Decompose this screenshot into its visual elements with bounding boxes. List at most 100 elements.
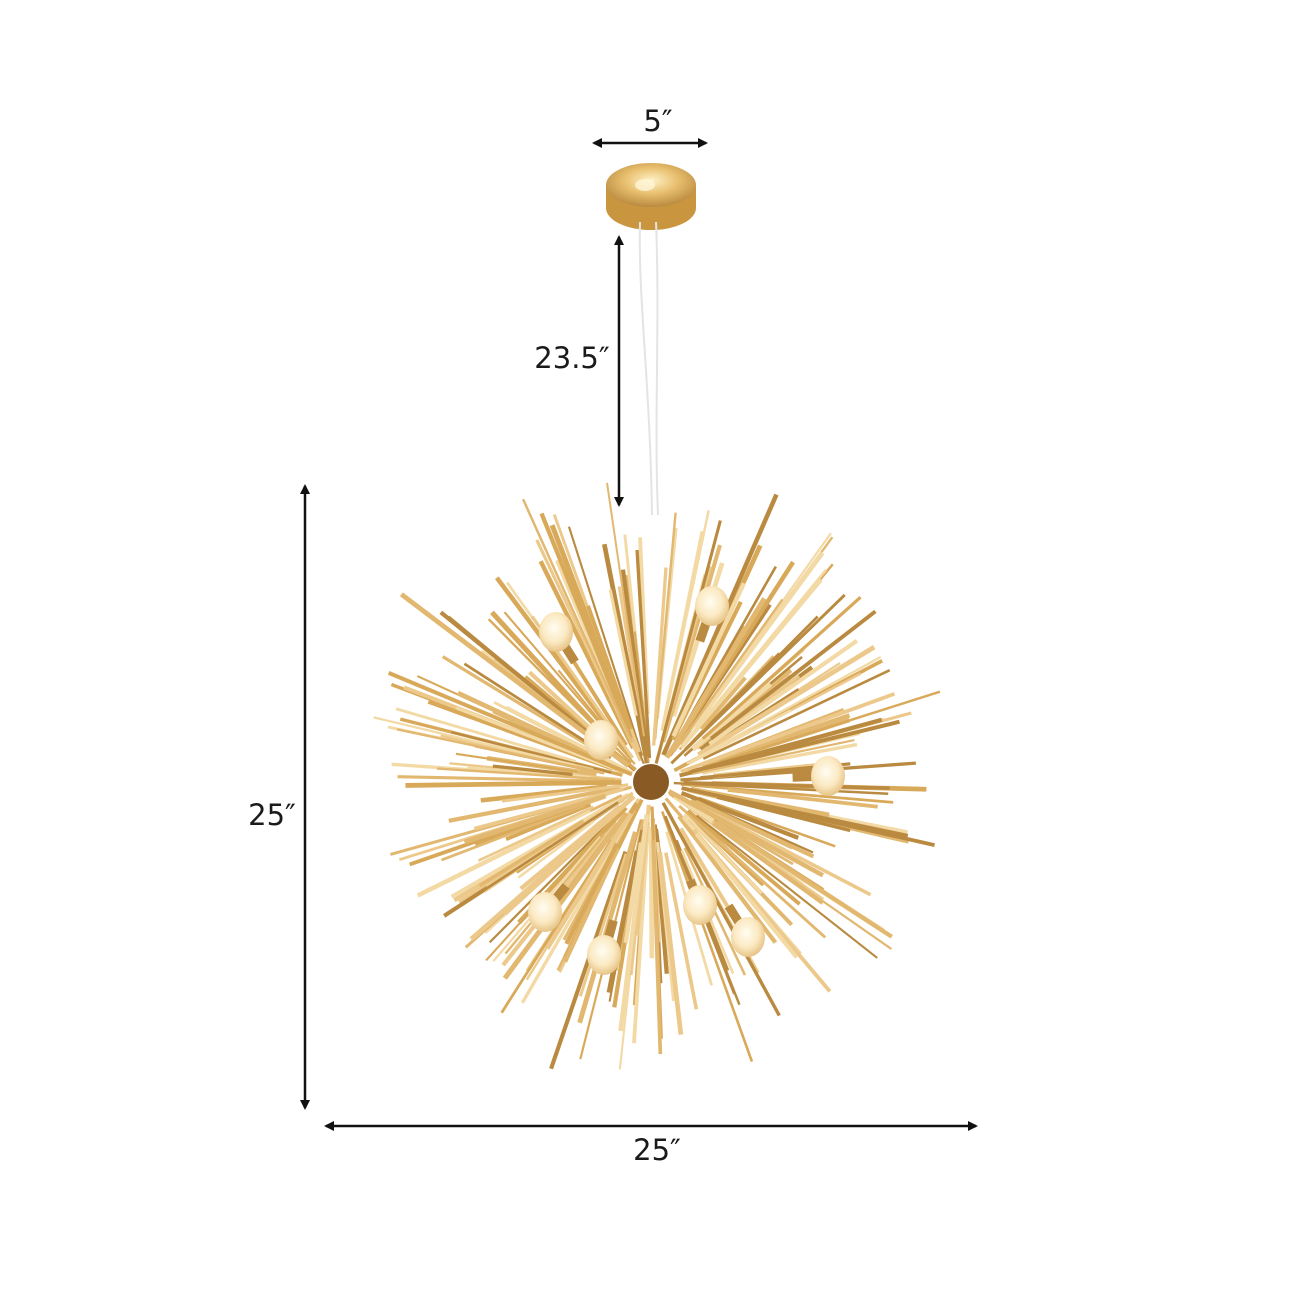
light-bulb xyxy=(731,917,765,957)
rod xyxy=(699,676,747,731)
center-hub xyxy=(633,764,669,800)
rod xyxy=(521,498,634,743)
rod xyxy=(697,645,876,757)
rod xyxy=(416,808,592,898)
rod xyxy=(695,799,815,859)
drop-length-label: 23.5″ xyxy=(534,341,610,375)
rod xyxy=(717,794,935,847)
rod xyxy=(623,842,644,944)
rod xyxy=(648,826,655,959)
rod xyxy=(441,655,609,759)
rod xyxy=(473,787,624,831)
rod xyxy=(469,794,635,941)
light-bulb xyxy=(683,885,717,925)
rod xyxy=(688,717,883,775)
rod xyxy=(692,551,825,729)
rod xyxy=(395,707,577,763)
rod xyxy=(709,609,877,741)
rod xyxy=(635,549,652,759)
rod xyxy=(664,597,767,759)
light-bulb xyxy=(539,612,573,652)
rod xyxy=(686,656,882,765)
rod xyxy=(661,493,779,756)
rod xyxy=(695,802,872,897)
rod xyxy=(694,832,799,959)
rod xyxy=(608,589,638,717)
rod xyxy=(678,804,827,939)
rod xyxy=(387,671,633,777)
rod xyxy=(695,814,878,959)
rod xyxy=(702,668,891,760)
rod xyxy=(654,520,722,764)
rod xyxy=(568,654,628,747)
rod xyxy=(618,814,650,1032)
rod xyxy=(467,801,619,902)
rod xyxy=(660,811,754,1062)
rod xyxy=(405,779,622,788)
rod xyxy=(448,785,621,823)
rod xyxy=(505,705,634,775)
rod xyxy=(501,783,629,803)
rod xyxy=(667,789,825,878)
rod xyxy=(505,802,592,842)
ceiling-canopy xyxy=(606,163,696,230)
rod xyxy=(519,804,622,891)
rod xyxy=(477,805,594,862)
rod xyxy=(680,790,800,840)
rod xyxy=(478,819,585,888)
rod xyxy=(688,709,792,765)
rod xyxy=(450,792,630,899)
rod xyxy=(524,675,637,771)
light-bulb xyxy=(587,935,621,975)
rod xyxy=(652,567,668,746)
rod xyxy=(447,615,603,745)
rod xyxy=(672,598,784,753)
rod xyxy=(680,692,896,774)
rod xyxy=(455,752,578,773)
light-bulb xyxy=(528,892,562,932)
rod xyxy=(673,781,889,795)
rod xyxy=(683,813,763,895)
rod xyxy=(680,783,894,804)
rod xyxy=(567,526,644,757)
rod xyxy=(606,482,645,737)
rod xyxy=(671,582,746,738)
light-bulb xyxy=(695,586,729,626)
rod xyxy=(451,731,612,774)
rod xyxy=(661,802,781,1017)
rod xyxy=(691,682,773,752)
rod xyxy=(563,847,620,963)
rod xyxy=(586,605,633,730)
rod xyxy=(517,820,595,879)
rod xyxy=(686,809,801,906)
rod xyxy=(727,788,878,809)
rod xyxy=(488,811,620,944)
rod xyxy=(651,839,663,1055)
sputnik-body xyxy=(373,482,941,1070)
canopy-width-label: 5″ xyxy=(643,104,673,138)
rod xyxy=(680,578,823,749)
rod xyxy=(396,728,604,774)
rod xyxy=(657,851,684,1035)
rod xyxy=(436,767,615,782)
rod xyxy=(578,853,628,997)
rod xyxy=(440,804,586,862)
rod xyxy=(715,820,893,939)
rod xyxy=(719,690,941,763)
light-bulb xyxy=(811,756,845,796)
rod xyxy=(620,569,650,757)
width-label: 25″ xyxy=(633,1133,681,1167)
height-label: 25″ xyxy=(248,798,296,832)
rod xyxy=(670,593,846,765)
rod xyxy=(490,610,601,731)
rod xyxy=(608,829,643,1002)
rod xyxy=(538,560,636,750)
light-bulb xyxy=(584,720,618,760)
rod xyxy=(545,811,633,950)
rod xyxy=(701,596,862,740)
rod xyxy=(711,821,825,905)
rod xyxy=(397,775,615,783)
rod xyxy=(708,639,859,746)
rod xyxy=(457,690,616,769)
